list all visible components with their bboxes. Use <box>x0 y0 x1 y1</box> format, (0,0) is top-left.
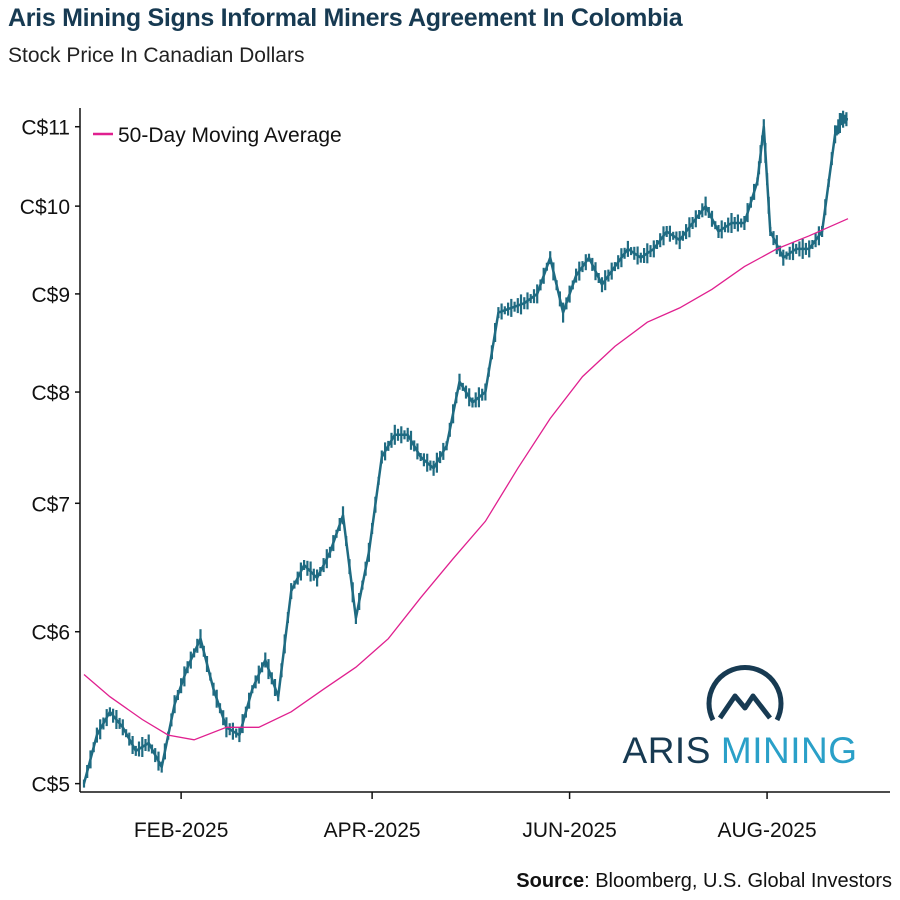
chart-subtitle: Stock Price In Canadian Dollars <box>8 44 305 67</box>
logo-word-aris: ARIS <box>622 730 711 771</box>
logo-word-mining: MINING <box>720 730 858 771</box>
y-tick-label: C$6 <box>31 622 70 645</box>
source-note: Source: Bloomberg, U.S. Global Investors <box>516 870 892 893</box>
x-tick-label: FEB-2025 <box>134 819 229 842</box>
source-label: Source <box>516 870 585 892</box>
x-tick-label: AUG-2025 <box>717 819 816 842</box>
legend-label-moving-average: 50-Day Moving Average <box>118 124 342 147</box>
y-tick-label: C$7 <box>31 493 70 516</box>
y-tick-label: C$5 <box>31 774 70 797</box>
logo-emblem-icon <box>706 665 784 722</box>
y-tick-label: C$10 <box>20 196 70 219</box>
source-text: : Bloomberg, U.S. Global Investors <box>584 870 892 892</box>
moving-average-line <box>83 218 849 741</box>
y-tick-label: C$8 <box>31 382 70 405</box>
chart-title: Aris Mining Signs Informal Miners Agreem… <box>8 4 683 32</box>
y-tick-label: C$11 <box>21 117 70 140</box>
y-tick-label: C$9 <box>31 284 70 307</box>
aris-mining-logo: ARIS MINING <box>610 660 870 771</box>
x-tick-label: APR-2025 <box>324 819 421 842</box>
x-tick-label: JUN-2025 <box>522 819 617 842</box>
